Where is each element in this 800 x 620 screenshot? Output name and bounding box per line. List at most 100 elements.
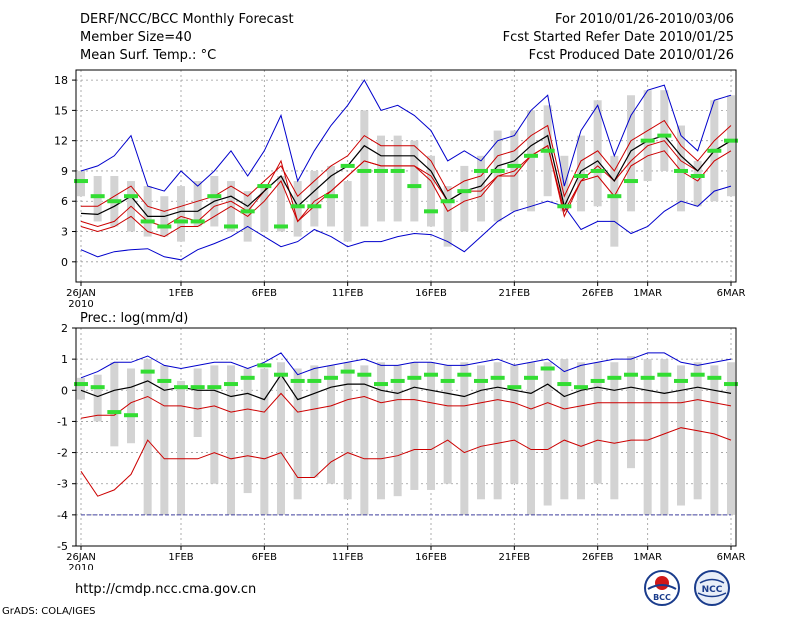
spread-box — [260, 368, 269, 515]
x-tick-label: 11FEB — [332, 288, 364, 299]
spread-box — [360, 110, 369, 227]
grads-credit: GrADS: COLA/IGES — [2, 606, 96, 617]
spread-box — [277, 176, 285, 232]
series-mean-line — [80, 373, 732, 401]
bcc-logo-text: BCC — [653, 593, 671, 602]
temperature-chart: 0 3 6 9 12 15 18 26JAN 2010 1FEB 6FEB 11FEB 16FEB 21F… — [54, 69, 745, 310]
clim-marker — [207, 385, 222, 390]
clim-marker — [540, 366, 555, 371]
plot-frame — [75, 327, 737, 547]
y-tick-label: 0 — [61, 384, 68, 397]
spread-box — [77, 377, 85, 400]
clim-marker — [224, 224, 238, 229]
spread-box — [143, 186, 152, 237]
spread-box — [643, 90, 652, 182]
spread-box — [660, 359, 669, 515]
x-tick-label: 11FEB — [332, 552, 364, 563]
y-tick-label: -4 — [57, 509, 68, 522]
x-tick-label: 1MAR — [633, 552, 662, 563]
clim-marker — [674, 168, 688, 173]
clim-marker — [290, 378, 305, 383]
clim-marker — [257, 184, 272, 189]
x-tick-label: 21FEB — [499, 552, 531, 563]
spread-box — [77, 170, 85, 197]
spread-box — [460, 165, 469, 232]
clim-marker — [390, 168, 405, 173]
spread-box — [577, 362, 585, 500]
clim-marker — [507, 163, 522, 168]
y-tick-label: 2 — [61, 322, 68, 335]
spread-box — [177, 186, 185, 242]
x-tick-label: 26FEB — [582, 552, 614, 563]
clim-marker — [474, 378, 488, 383]
clim-marker — [257, 363, 272, 368]
clim-marker — [674, 378, 688, 383]
chart-title: DERF/NCC/BCC Monthly Forecast — [80, 12, 294, 27]
spread-box — [310, 170, 319, 227]
clim-marker — [157, 378, 172, 383]
series-mean-line — [80, 134, 732, 217]
clim-marker — [190, 385, 205, 390]
clim-marker — [224, 382, 238, 387]
clim-marker — [590, 378, 605, 383]
spread-box — [727, 95, 735, 197]
clim-marker — [490, 168, 505, 173]
clim-marker — [724, 138, 738, 143]
clim-marker — [457, 189, 472, 194]
clim-marker — [724, 382, 738, 387]
spread-box — [193, 368, 202, 437]
spread-box — [143, 359, 152, 515]
clim-marker — [157, 224, 172, 229]
spread-box — [493, 362, 502, 500]
clim-marker — [557, 204, 572, 209]
clim-marker — [124, 194, 138, 199]
spread-box — [377, 135, 385, 222]
clim-marker — [124, 413, 138, 418]
series-max-line — [80, 79, 732, 192]
spread-box — [310, 365, 319, 478]
clim-marker — [457, 372, 472, 377]
clim-marker — [307, 204, 322, 209]
y-tick-label: 9 — [61, 165, 68, 178]
spread-box — [443, 186, 452, 247]
spread-box — [193, 181, 202, 227]
clim-marker — [274, 372, 288, 377]
clim-marker — [440, 378, 455, 383]
spread-box — [293, 368, 302, 500]
precip-title: Prec.: log(mm/d) — [80, 311, 189, 326]
spread-box — [593, 100, 602, 207]
footer-url[interactable]: http://cmdp.ncc.cma.gov.cn — [75, 582, 257, 597]
spread-box — [343, 181, 352, 242]
clim-marker — [390, 378, 405, 383]
clim-marker — [140, 219, 155, 224]
spread-box — [327, 365, 335, 484]
clim-marker — [290, 204, 305, 209]
clim-marker — [690, 174, 705, 178]
y-tick-label: 6 — [61, 195, 68, 208]
spread-box — [260, 186, 269, 232]
clim-marker — [607, 375, 622, 380]
spread-box — [93, 176, 102, 222]
spread-box — [227, 365, 235, 515]
spread-box — [577, 135, 585, 212]
x-tick-label: 21FEB — [499, 288, 531, 299]
spread-box — [527, 110, 535, 212]
precipitation-chart: -5 -4 -3 -2 -1 0 1 2 26JAN 2010 1FEB 6FEB 11FEB 16FEB… — [57, 322, 745, 570]
spread-box — [410, 362, 419, 490]
spread-box — [560, 359, 569, 500]
clim-marker — [707, 375, 722, 380]
y-tick-label: 0 — [61, 256, 68, 269]
clim-marker — [574, 174, 588, 178]
spread-box — [293, 181, 302, 237]
x-tick-label: 1FEB — [168, 288, 193, 299]
spread-box — [643, 359, 652, 515]
clim-marker — [74, 382, 88, 387]
clim-marker — [657, 372, 672, 377]
y-tick-label: 12 — [54, 135, 68, 148]
clim-marker — [524, 153, 538, 158]
spread-box — [210, 365, 219, 484]
x-tick-label: 26JAN 2010 — [66, 552, 96, 570]
spread-box — [677, 125, 685, 212]
clim-marker — [607, 194, 622, 199]
y-tick-label: 15 — [54, 104, 68, 117]
